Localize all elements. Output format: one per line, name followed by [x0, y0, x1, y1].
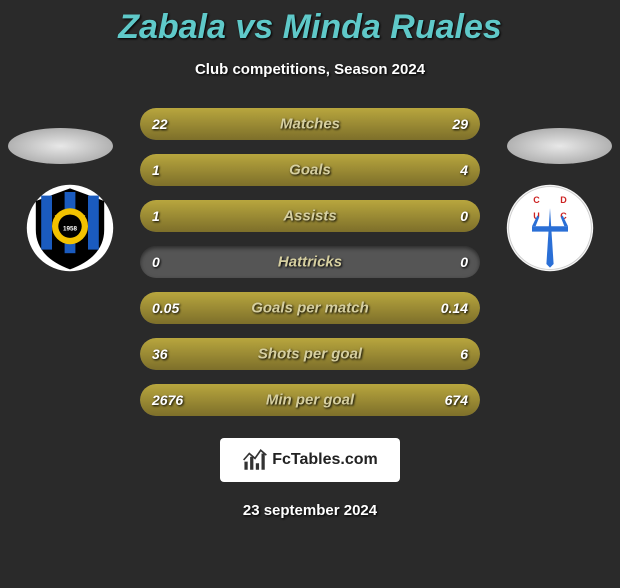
- stat-value-right: 4: [460, 162, 468, 178]
- stat-fill-right: [208, 154, 480, 186]
- stat-fill-left: [140, 154, 208, 186]
- stat-value-right: 0: [460, 208, 468, 224]
- stat-value-left: 1: [152, 162, 160, 178]
- stat-value-left: 0.05: [152, 300, 179, 316]
- chart-icon: [242, 447, 268, 473]
- stat-label: Assists: [283, 208, 336, 225]
- stat-label: Min per goal: [266, 392, 354, 409]
- stat-fill-right: [432, 338, 480, 370]
- stat-label: Goals: [289, 162, 331, 179]
- stat-row: 0 0 Hattricks: [140, 246, 480, 278]
- stat-label: Hattricks: [278, 254, 342, 271]
- subtitle: Club competitions, Season 2024: [0, 61, 620, 78]
- brand-text: FcTables.com: [272, 451, 378, 469]
- stat-row: 1 4 Goals: [140, 154, 480, 186]
- stat-row: 36 6 Shots per goal: [140, 338, 480, 370]
- date-label: 23 september 2024: [0, 502, 620, 519]
- brand-logo[interactable]: FcTables.com: [220, 438, 400, 482]
- stat-row: 22 29 Matches: [140, 108, 480, 140]
- stat-value-right: 29: [452, 116, 468, 132]
- stat-value-right: 674: [445, 392, 468, 408]
- stat-label: Goals per match: [251, 300, 369, 317]
- stat-row: 1 0 Assists: [140, 200, 480, 232]
- stat-value-left: 22: [152, 116, 168, 132]
- stat-label: Shots per goal: [258, 346, 362, 363]
- stat-value-left: 0: [152, 254, 160, 270]
- stat-value-right: 0.14: [441, 300, 468, 316]
- stat-value-left: 1: [152, 208, 160, 224]
- stat-label: Matches: [280, 116, 340, 133]
- page-title: Zabala vs Minda Ruales: [0, 8, 620, 47]
- stat-value-left: 36: [152, 346, 168, 362]
- stat-row: 0.05 0.14 Goals per match: [140, 292, 480, 324]
- stats-list: 22 29 Matches 1 4 Goals 1 0 Assists 0 0 Hattricks 0.…: [0, 108, 620, 416]
- stat-value-right: 6: [460, 346, 468, 362]
- stat-value-left: 2676: [152, 392, 183, 408]
- stat-value-right: 0: [460, 254, 468, 270]
- stat-row: 2676 674 Min per goal: [140, 384, 480, 416]
